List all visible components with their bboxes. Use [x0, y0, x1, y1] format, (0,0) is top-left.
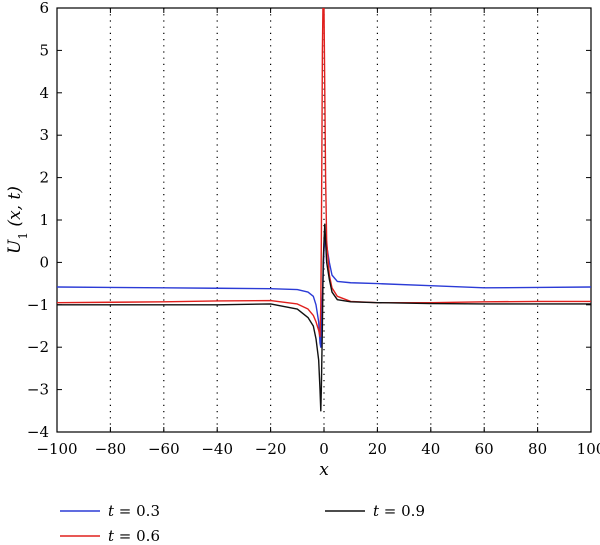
x-tick-label: −40	[201, 440, 233, 458]
series-lines	[57, 8, 591, 412]
x-tick-label: −60	[148, 440, 180, 458]
x-tick-label: 80	[528, 440, 547, 458]
y-axis-label: U1 (x, t)	[5, 186, 30, 254]
y-tick-label: 0	[39, 253, 49, 271]
axis-ticks	[56, 7, 592, 433]
legend: t = 0.3 t = 0.6 t = 0.9	[60, 502, 425, 545]
x-tick-label: −20	[255, 440, 287, 458]
x-tick-labels: −100 −80 −60 −40 −20 0 20 40 60 80 100	[36, 440, 600, 458]
x-axis-label: x	[319, 460, 329, 480]
x-tick-label: 20	[368, 440, 387, 458]
x-tick-label: −100	[36, 440, 77, 458]
x-tick-label: 0	[319, 440, 329, 458]
y-tick-label: −2	[27, 338, 49, 356]
y-tick-label: −3	[27, 381, 49, 399]
legend-label-2: t = 0.6	[108, 527, 160, 545]
y-tick-label: 4	[39, 84, 49, 102]
y-tick-label: −4	[27, 423, 49, 441]
y-tick-label: 3	[39, 126, 49, 144]
y-tick-label: 2	[39, 169, 49, 187]
y-tick-label: 1	[39, 211, 49, 229]
legend-label-3: t = 0.9	[373, 502, 425, 520]
x-tick-label: 100	[577, 440, 600, 458]
y-tick-labels: −4 −3 −2 −1 0 1 2 3 4 5 6	[27, 0, 49, 441]
x-tick-label: −80	[95, 440, 127, 458]
x-tick-label: 60	[475, 440, 494, 458]
series-line-3	[57, 223, 591, 412]
x-tick-label: 40	[421, 440, 440, 458]
y-tick-label: −1	[27, 296, 49, 314]
y-tick-label: 5	[39, 41, 49, 59]
y-tick-label: 6	[39, 0, 49, 17]
grid-lines	[109, 8, 539, 432]
legend-label-1: t = 0.3	[108, 502, 160, 520]
